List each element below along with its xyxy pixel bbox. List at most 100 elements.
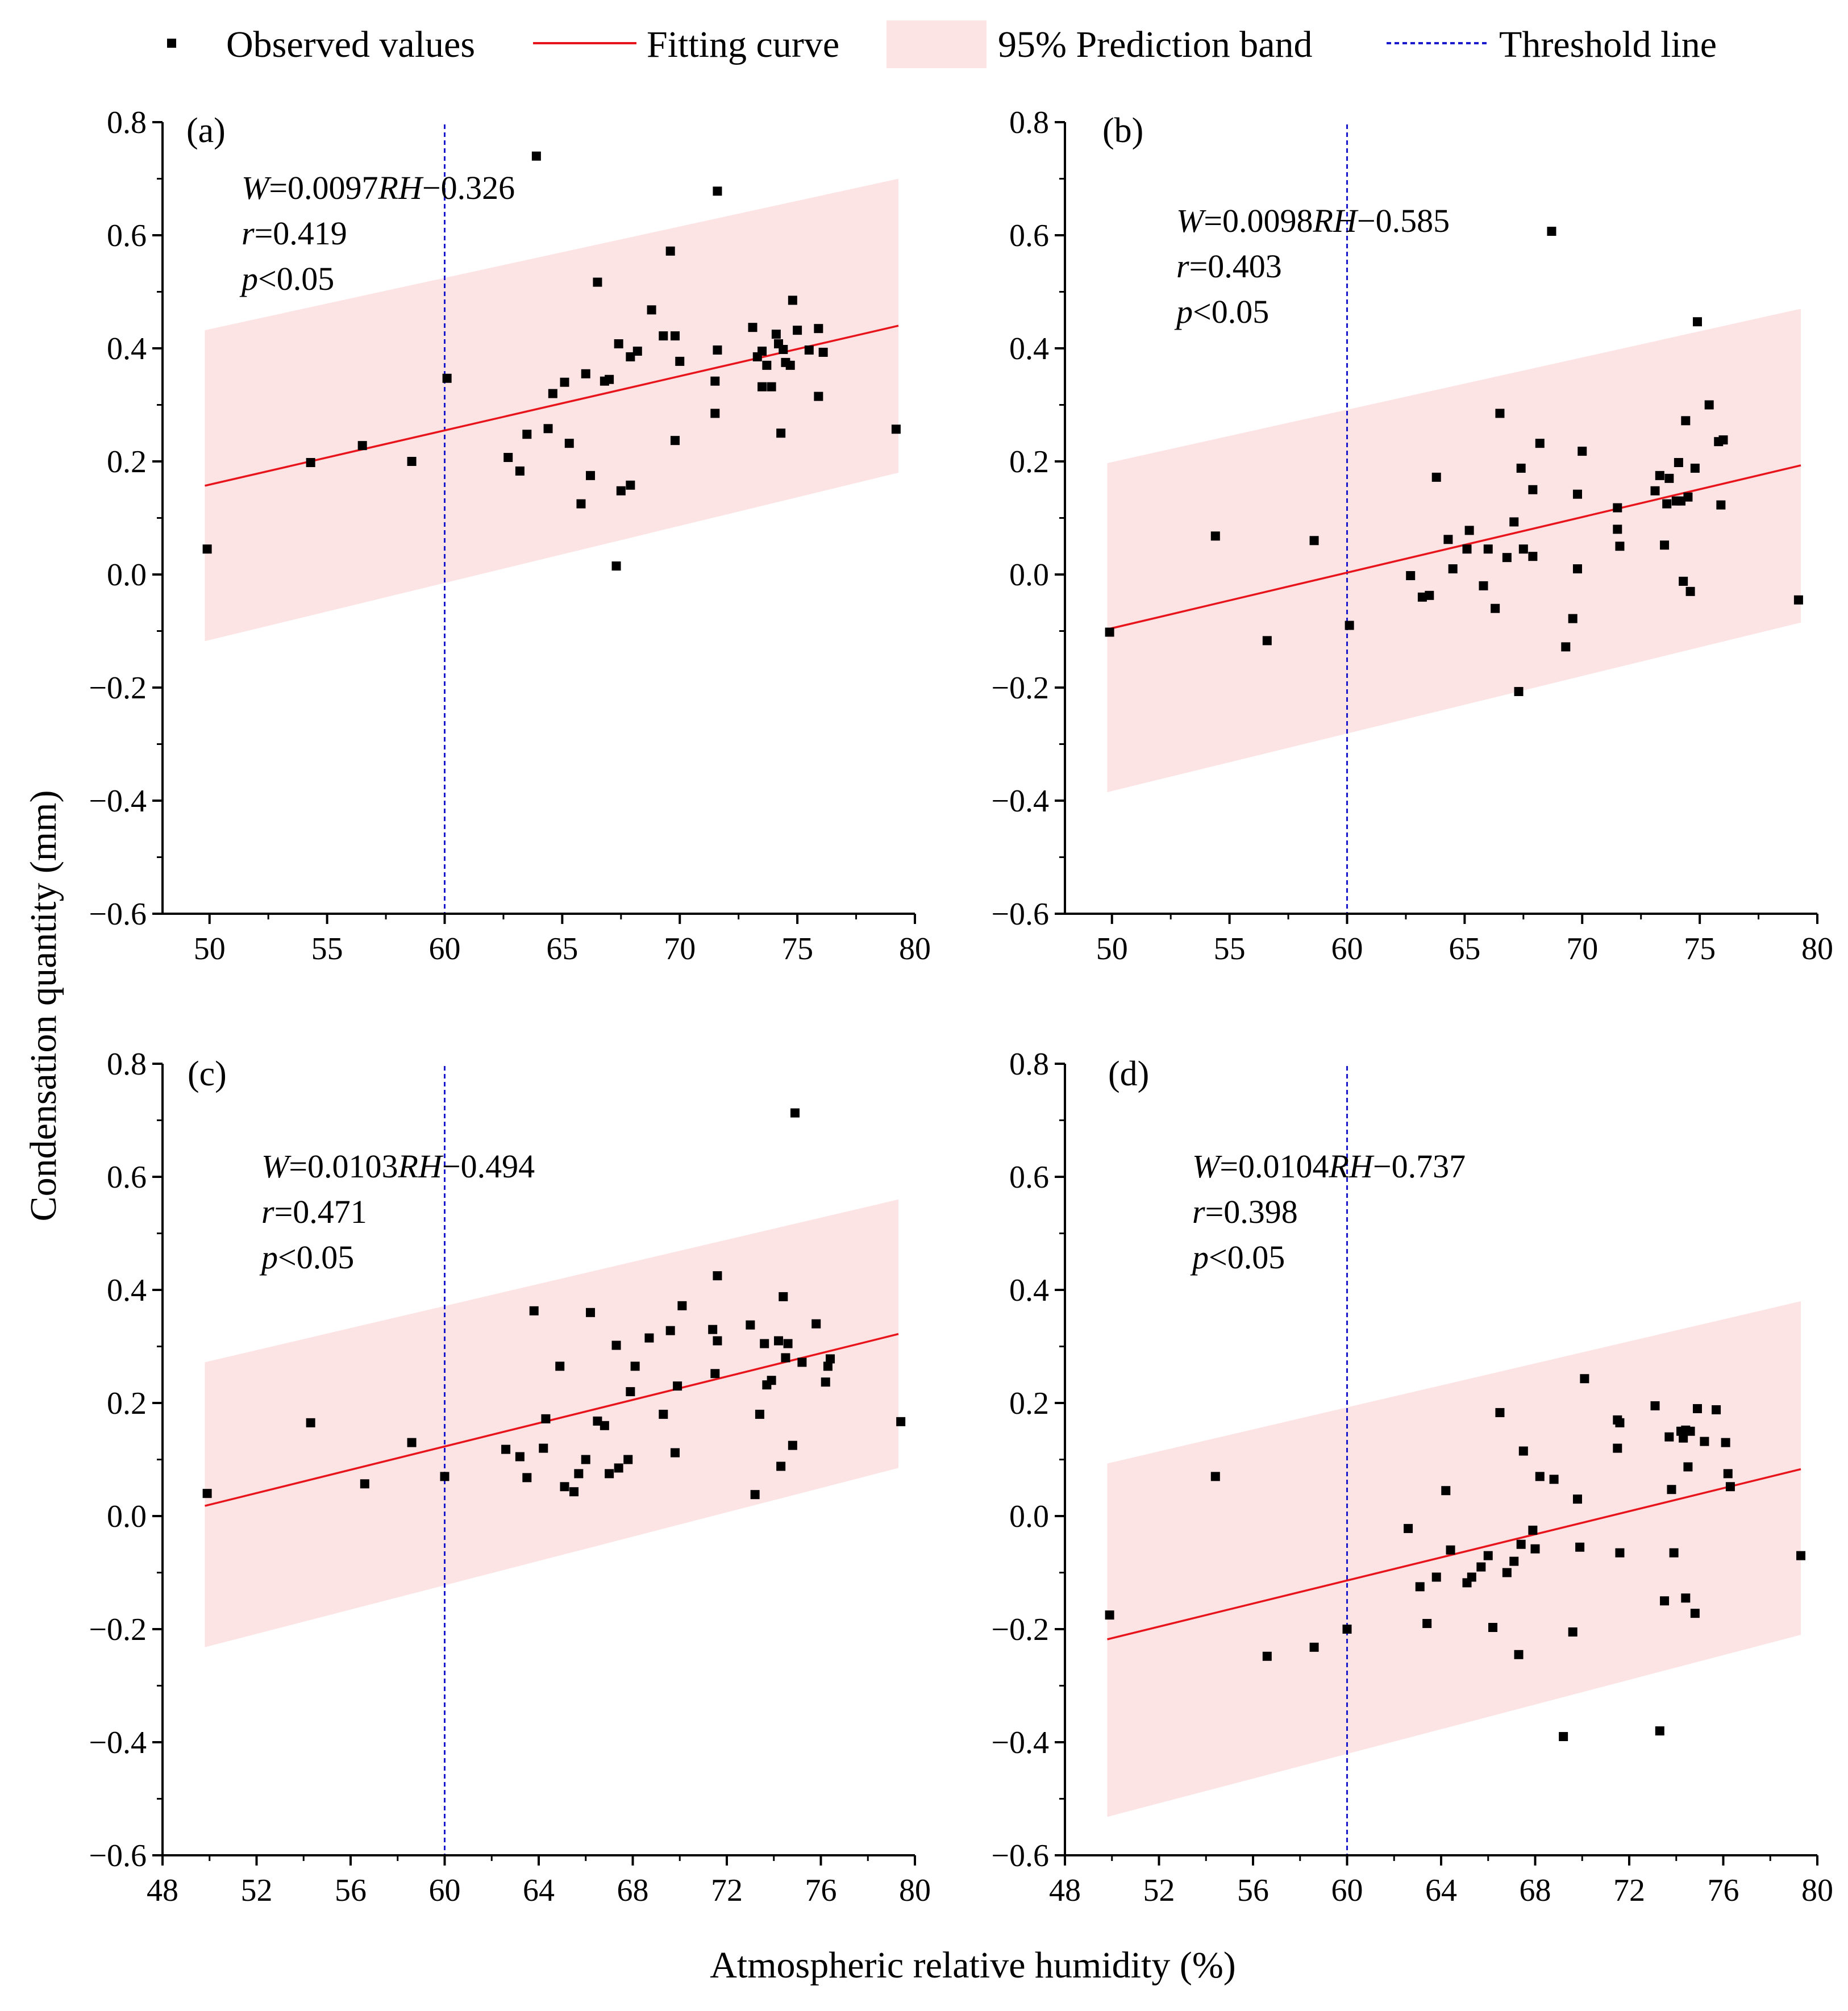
data-point bbox=[1549, 1475, 1559, 1484]
data-point bbox=[779, 344, 788, 354]
y-tick-label: −0.4 bbox=[991, 784, 1049, 819]
data-point bbox=[616, 486, 626, 496]
x-tick-label: 65 bbox=[546, 931, 578, 967]
data-point bbox=[626, 480, 635, 490]
x-tick-label: 48 bbox=[147, 1873, 178, 1908]
data-point bbox=[1488, 1623, 1498, 1633]
data-point bbox=[755, 1409, 764, 1419]
prediction-band bbox=[205, 1199, 899, 1647]
data-point bbox=[440, 1472, 449, 1481]
x-tick-label: 50 bbox=[1096, 931, 1128, 967]
data-point bbox=[774, 1336, 784, 1346]
data-point bbox=[1662, 499, 1672, 509]
x-tick-label: 75 bbox=[781, 931, 813, 967]
data-point bbox=[1528, 552, 1538, 561]
data-point bbox=[1704, 400, 1714, 410]
y-tick-label: 0.6 bbox=[107, 1160, 147, 1195]
data-point bbox=[1796, 1551, 1806, 1560]
data-point bbox=[1615, 1418, 1625, 1427]
data-point bbox=[1516, 463, 1526, 473]
y-tick-label: 0.4 bbox=[107, 331, 147, 367]
x-tick-label: 70 bbox=[1566, 931, 1598, 967]
y-axis-title: Condensation quantity (mm) bbox=[23, 790, 64, 1222]
data-point bbox=[1575, 1542, 1585, 1552]
data-point bbox=[564, 439, 574, 448]
y-tick-label: −0.2 bbox=[89, 1612, 147, 1647]
data-point bbox=[1467, 1572, 1476, 1582]
x-tick-label: 60 bbox=[429, 1873, 461, 1908]
correlation-r: r=0.471 bbox=[261, 1193, 367, 1230]
data-point bbox=[560, 377, 569, 387]
data-point bbox=[1578, 447, 1587, 456]
x-tick-label: 56 bbox=[1237, 1873, 1269, 1908]
data-point bbox=[357, 441, 367, 451]
y-tick-label: −0.6 bbox=[991, 1838, 1049, 1873]
data-point bbox=[1692, 1404, 1702, 1413]
x-tick-label: 70 bbox=[664, 931, 696, 967]
data-point bbox=[647, 305, 656, 315]
data-point bbox=[1679, 576, 1688, 586]
data-point bbox=[811, 1319, 821, 1329]
data-point bbox=[776, 1462, 786, 1471]
data-point bbox=[626, 1387, 635, 1397]
y-tick-label: 0.4 bbox=[1009, 1273, 1049, 1308]
data-point bbox=[586, 471, 596, 480]
data-point bbox=[665, 1326, 675, 1335]
data-point bbox=[569, 1487, 579, 1497]
data-point bbox=[1716, 500, 1726, 510]
data-point bbox=[762, 360, 772, 370]
data-point bbox=[1518, 544, 1528, 554]
data-point bbox=[1674, 457, 1683, 467]
data-point bbox=[1681, 1593, 1691, 1603]
data-point bbox=[767, 382, 776, 392]
data-point bbox=[757, 346, 767, 356]
x-tick-label: 52 bbox=[1143, 1873, 1175, 1908]
data-point bbox=[823, 1362, 833, 1371]
data-point bbox=[360, 1479, 369, 1489]
data-point bbox=[1572, 1494, 1582, 1504]
data-point bbox=[793, 326, 802, 335]
x-tick-label: 48 bbox=[1049, 1873, 1081, 1908]
data-point bbox=[1667, 1485, 1676, 1494]
data-point bbox=[781, 1353, 790, 1363]
data-point bbox=[1683, 1462, 1693, 1472]
x-tick-label: 80 bbox=[1801, 931, 1833, 967]
y-tick-label: 0.6 bbox=[1009, 1160, 1049, 1195]
legend-band-label: 95% Prediction band bbox=[998, 24, 1313, 65]
data-point bbox=[1516, 1539, 1526, 1549]
data-point bbox=[713, 1336, 722, 1346]
data-point bbox=[1650, 1401, 1660, 1410]
data-point bbox=[826, 1354, 835, 1364]
data-point bbox=[1309, 1642, 1319, 1652]
data-point bbox=[614, 339, 623, 349]
data-point bbox=[1495, 1408, 1505, 1417]
panel-c: −0.6 −0.4 −0.2 0.0 0.2 0.4 0.6 0.8 48 52 56 60 64 68 7… bbox=[89, 1047, 931, 1908]
data-point bbox=[503, 453, 513, 463]
legend-band-swatch bbox=[886, 20, 987, 68]
data-point bbox=[746, 1320, 755, 1330]
data-point bbox=[1514, 1650, 1524, 1659]
data-point bbox=[1669, 1548, 1679, 1558]
prediction-band bbox=[1107, 309, 1801, 793]
x-tick-label: 76 bbox=[805, 1873, 837, 1908]
x-tick-label: 72 bbox=[711, 1873, 743, 1908]
x-tick-label: 64 bbox=[523, 1873, 555, 1908]
data-point bbox=[708, 1325, 718, 1334]
data-point bbox=[1615, 542, 1625, 551]
x-axis-title: Atmospheric relative humidity (%) bbox=[710, 1945, 1236, 1986]
data-point bbox=[560, 1482, 569, 1492]
data-point bbox=[548, 389, 557, 398]
data-point bbox=[1613, 524, 1622, 534]
data-point bbox=[306, 1418, 315, 1427]
data-point bbox=[531, 151, 541, 161]
y-tick-label: 0.0 bbox=[107, 1499, 147, 1534]
data-point bbox=[1495, 409, 1505, 418]
data-point bbox=[1664, 1432, 1674, 1442]
correlation-r: r=0.403 bbox=[1176, 248, 1282, 285]
x-tick-label: 52 bbox=[241, 1873, 273, 1908]
x-tick-label: 55 bbox=[1214, 931, 1246, 967]
data-point bbox=[1448, 564, 1458, 574]
data-point bbox=[675, 356, 685, 366]
data-point bbox=[670, 1448, 680, 1458]
data-point bbox=[1509, 1556, 1519, 1566]
